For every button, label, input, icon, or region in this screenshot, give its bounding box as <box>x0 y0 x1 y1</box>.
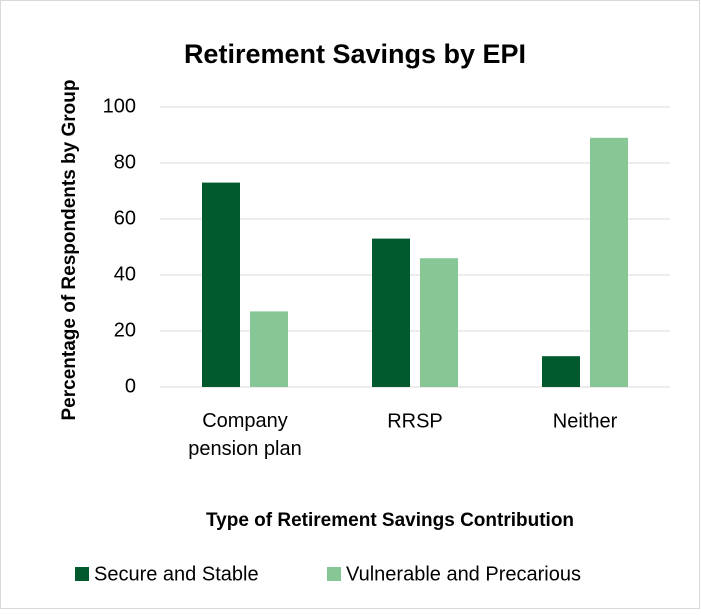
chart-title: Retirement Savings by EPI <box>184 39 526 69</box>
bar <box>420 258 458 387</box>
legend-swatch <box>327 567 341 581</box>
y-axis-label: Percentage of Respondents by Group <box>59 80 80 421</box>
bar <box>542 356 580 387</box>
x-axis-label: Type of Retirement Savings Contribution <box>206 510 574 531</box>
x-tick-label: Neither <box>553 410 618 432</box>
bar <box>590 137 628 387</box>
y-tick-label: 40 <box>114 263 136 285</box>
x-tick-label: RRSP <box>387 410 443 432</box>
y-tick-label: 80 <box>114 151 136 173</box>
legend-label: Vulnerable and Precarious <box>346 563 581 585</box>
x-tick-label: Company pension plan <box>188 410 301 460</box>
y-tick-label: 20 <box>114 319 136 341</box>
legend-label: Secure and Stable <box>94 563 259 585</box>
bar <box>250 311 288 387</box>
legend-swatch <box>75 567 89 581</box>
y-tick-label: 100 <box>103 95 136 117</box>
bar <box>202 182 240 387</box>
y-tick-label: 0 <box>125 375 136 397</box>
y-tick-label: 60 <box>114 207 136 229</box>
bar <box>372 238 410 387</box>
